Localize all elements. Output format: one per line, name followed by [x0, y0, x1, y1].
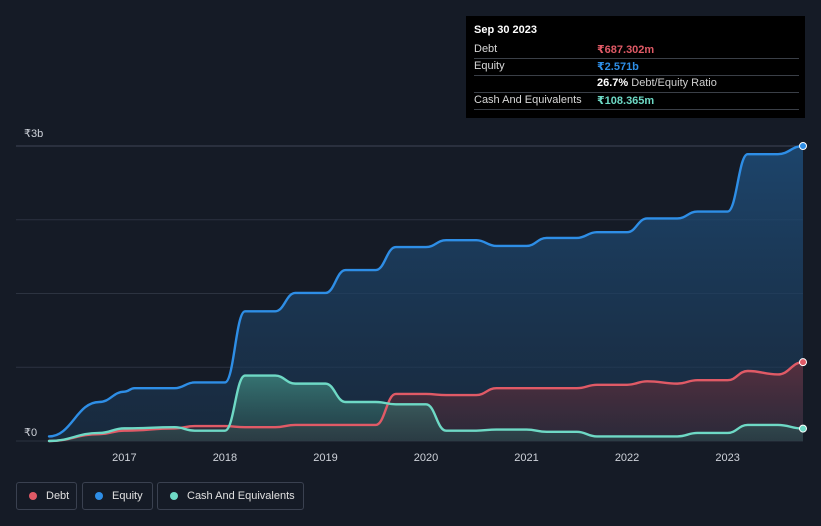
legend-label-debt: Debt	[46, 490, 70, 502]
x-tick-label: 2021	[514, 452, 538, 464]
y-tick-label: ₹0	[24, 427, 37, 439]
tooltip-equity-label: Equity	[474, 60, 505, 72]
x-tick-label: 2018	[213, 452, 237, 464]
equity-area	[49, 146, 803, 441]
tooltip-cash-value: ₹108.365m	[597, 95, 655, 107]
legend-item-equity[interactable]: Equity	[82, 482, 153, 510]
legend-item-debt[interactable]: Debt	[16, 482, 77, 510]
data-tooltip: Sep 30 2023 Debt ₹687.302m Equity ₹2.571…	[466, 16, 805, 118]
debt-dot-icon	[29, 492, 37, 500]
marker-layer	[799, 142, 807, 433]
tooltip-date: Sep 30 2023	[474, 24, 537, 36]
y-tick-label: ₹3b	[24, 128, 43, 140]
cash-end-marker[interactable]	[799, 424, 807, 433]
x-tick-label: 2020	[414, 452, 438, 464]
axis-layer: ₹3b ₹0 2017 2018 2019 2020 2021 2022 2023	[24, 128, 740, 464]
equity-line	[47, 144, 805, 438]
cash-dot-icon	[170, 492, 178, 500]
tooltip-ratio-value: 26.7%	[597, 77, 629, 89]
legend-label-cash: Cash And Equivalents	[187, 490, 295, 502]
equity-end-marker[interactable]	[799, 142, 807, 150]
x-tick-label: 2023	[715, 452, 739, 464]
cash-line	[47, 374, 805, 443]
tooltip-ratio-suffix: Debt/Equity Ratio	[631, 77, 717, 89]
equity-dot-icon	[95, 492, 103, 500]
legend-label-equity: Equity	[112, 490, 143, 502]
legend-item-cash[interactable]: Cash And Equivalents	[157, 482, 304, 510]
line-layer	[47, 144, 805, 443]
debt-area	[49, 362, 803, 441]
x-tick-label: 2019	[313, 452, 337, 464]
tooltip-cash-label: Cash And Equivalents	[474, 94, 582, 106]
tooltip-equity-value: ₹2.571b	[597, 61, 639, 73]
tooltip-row-debt: Debt ₹687.302m	[474, 41, 799, 59]
tooltip-debt-label: Debt	[474, 43, 498, 55]
tooltip-debt-value: ₹687.302m	[597, 44, 655, 56]
debt-line	[47, 360, 805, 443]
tooltip-ratio: 26.7% Debt/Equity Ratio	[597, 77, 717, 89]
tooltip-row-cash: Cash And Equivalents ₹108.365m	[474, 92, 799, 110]
x-tick-label: 2017	[112, 452, 136, 464]
tooltip-row-ratio: 26.7% Debt/Equity Ratio	[474, 75, 799, 93]
debt-end-marker[interactable]	[799, 358, 807, 367]
tooltip-row-equity: Equity ₹2.571b	[474, 58, 799, 76]
x-tick-label: 2022	[615, 452, 639, 464]
